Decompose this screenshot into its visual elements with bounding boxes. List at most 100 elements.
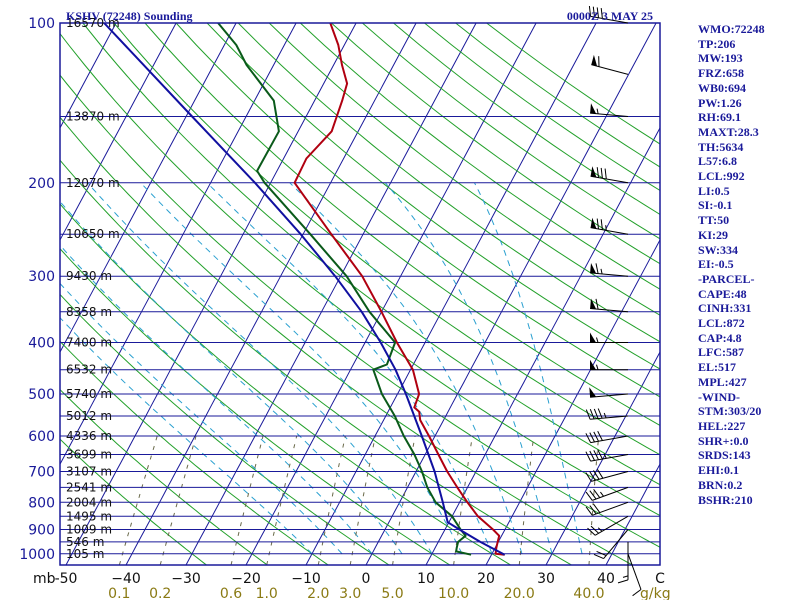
height-label: 3107 m [66,465,112,479]
wind-barb-half [603,412,607,419]
mixing-ratio-line [349,435,376,565]
wind-barb [585,486,629,501]
wind-barb [585,408,629,420]
height-label: 3699 m [66,448,112,462]
wind-barb-staff [603,529,629,559]
index-item: CAP:4.8 [698,330,742,345]
mixing-ratio-label: 0.1 [108,586,130,600]
mixing-ratio-label: 2.0 [307,586,329,600]
wind-barb-half [603,453,607,459]
index-item: TT:50 [698,213,730,228]
mixing-ratio-line [518,435,535,565]
wind-barb-full [589,450,595,461]
mixing-ratio-line [392,435,416,565]
wind-barb-staff [627,553,642,590]
wind-barb-flag [590,166,597,178]
wind-barb-flag [590,263,597,274]
wind-barb-full [596,550,607,556]
index-item: MW:193 [698,51,743,66]
dry-adiabat-line [237,23,660,343]
index-item: KI:29 [698,227,728,242]
wind-barb-full [589,490,597,500]
wind-barb-half [596,108,599,114]
wind-barb-staff [590,454,629,462]
wind-barb-full [597,449,603,460]
index-item: MAXT:28.3 [698,124,759,139]
isotherm-line [305,23,597,565]
wind-barb-flag [589,387,597,398]
index-item: -PARCEL- [698,271,755,286]
dry-adiabat-line [60,388,268,565]
index-item: LFC:587 [698,345,744,360]
dry-adiabat-line [144,23,660,427]
isotherm-line [425,126,660,565]
wind-barb-full [593,470,600,480]
index-item: WMO:72248 [698,22,765,36]
pressure-tick-label: 200 [28,176,55,192]
wind-barb-half [600,491,604,497]
wind-barb-full [596,7,599,18]
wind-barb-full [600,219,603,230]
index-item: STM:303/20 [698,404,762,419]
index-item: TH:5634 [698,139,744,154]
indices-list: WMO:72248 TP:206 MW:193 FRZ:658 WB0:694 PW:1.… [698,22,798,507]
index-item: CAPE:48 [698,286,747,301]
index-item: SW:334 [698,242,739,257]
dry-adiabat-line [206,23,660,370]
height-label: 10650 m [66,227,120,241]
wind-barb-flag [590,217,597,229]
isotherm-line [60,23,297,466]
moist-adiabat-line [60,244,373,555]
index-item: SI:-0.1 [698,198,733,213]
wind-barb-full [585,451,592,462]
wind-barb [617,541,629,584]
isotherm-line [485,238,660,565]
dry-adiabat-line [60,203,511,565]
temperature-trace [293,23,505,556]
wind-barb [590,166,629,184]
wind-barb-staff [590,272,629,277]
parcel-trace [103,23,506,556]
index-item: SRDS:143 [698,448,751,463]
pressure-tick-label: 600 [28,429,55,445]
wind-barb [590,298,629,313]
mixing-ratio-label: 0.2 [149,586,171,600]
wind-barb-full [597,408,603,419]
wind-barb-full [592,6,595,18]
isotherm-line [605,463,660,565]
moist-adiabat-line [140,182,463,555]
diagram-grid [60,23,660,565]
wind-barb-staff [590,435,629,444]
dry-adiabat-line [299,23,660,290]
wind-barb-full [593,431,599,442]
pressure-tick-label: 1000 [19,547,55,563]
index-item: CINH:331 [698,301,752,316]
wind-barb-full [585,409,591,420]
index-item: EI:-0.5 [698,257,734,272]
wind-barb-half [597,527,603,532]
wind-barb [627,553,642,597]
wind-barb-staff [591,471,629,482]
temperature-tick-label: −20 [231,571,261,587]
pressure-tick-label: 700 [28,465,55,481]
wind-barb [591,54,629,75]
wind-barb-staff [592,501,629,516]
dry-adiabat-line [60,340,329,565]
wind-barb [585,501,629,516]
index-item: EL:517 [698,360,737,375]
dewpoint-trace [217,23,472,556]
wind-barb-half [622,575,629,578]
mixing-ratio-label: 20.0 [504,586,535,600]
dry-adiabat-line [60,438,207,565]
height-label: 5012 m [66,409,112,423]
index-item: L57:6.8 [698,154,737,169]
wind-barb [585,449,629,462]
wind-barb-full [593,489,601,498]
dry-adiabat-line [82,23,660,486]
temperature-tick-label: 40 [597,571,615,587]
index-item: EHI:0.1 [698,463,740,478]
wind-barb-flag [591,54,598,67]
wind-barb-full [589,505,597,515]
wind-barb-full [593,450,599,460]
wind-barb-staff [594,515,629,536]
